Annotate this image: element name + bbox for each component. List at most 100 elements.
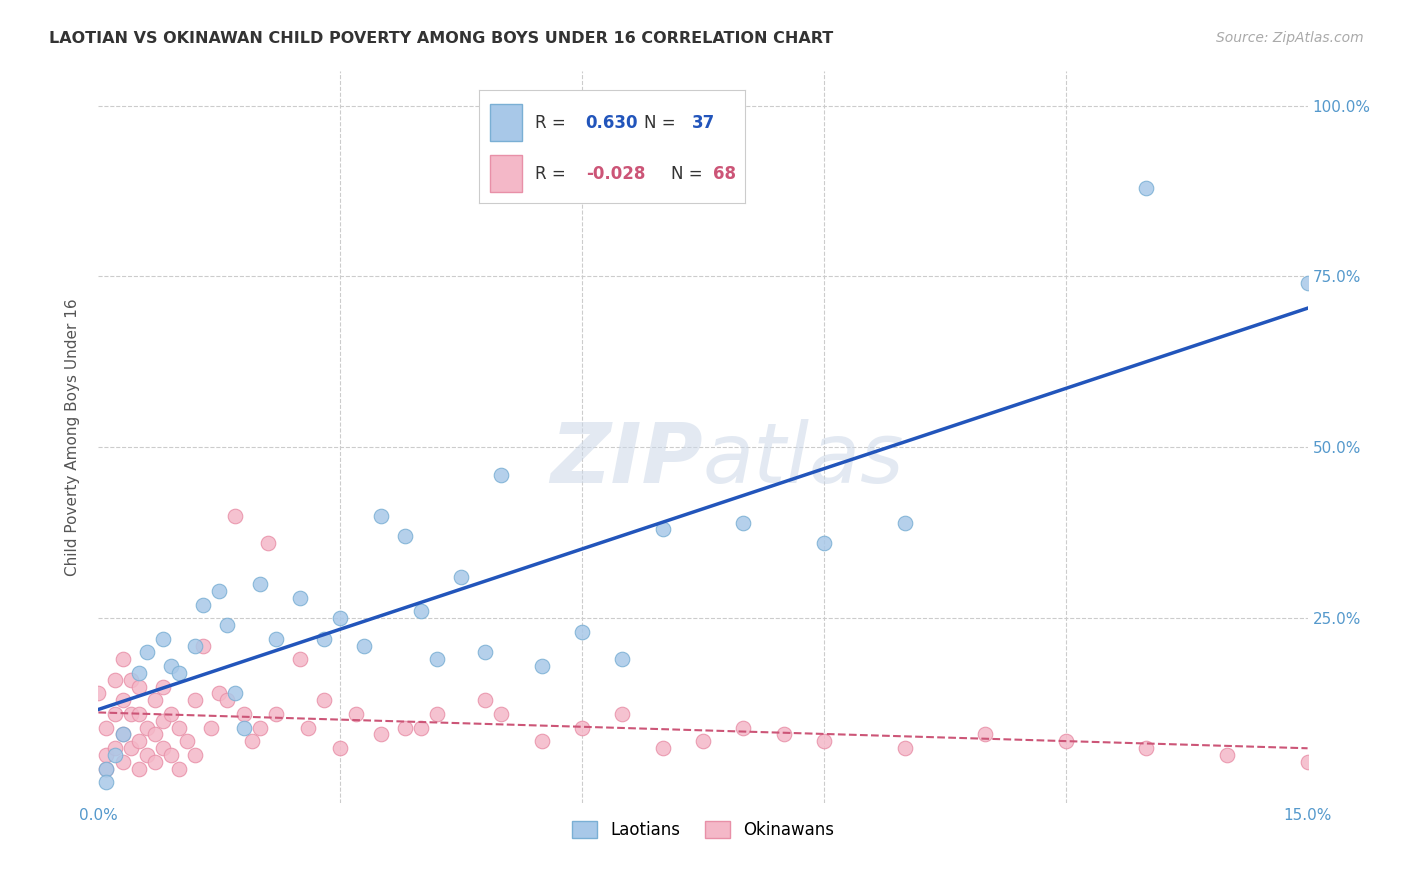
Point bbox=[1054, 734, 1077, 748]
Point bbox=[184, 693, 207, 707]
Point bbox=[176, 734, 198, 748]
Point bbox=[474, 693, 496, 707]
Point bbox=[217, 618, 239, 632]
Point bbox=[143, 727, 166, 741]
Point bbox=[208, 686, 231, 700]
Point bbox=[450, 570, 472, 584]
Point bbox=[394, 721, 416, 735]
Point bbox=[167, 721, 190, 735]
Point bbox=[571, 721, 593, 735]
Point bbox=[314, 632, 336, 646]
Point bbox=[1296, 755, 1319, 769]
Point bbox=[1296, 277, 1319, 291]
Point bbox=[96, 775, 118, 789]
Point bbox=[128, 665, 150, 680]
Point bbox=[612, 706, 634, 721]
Point bbox=[264, 632, 287, 646]
Point bbox=[160, 659, 183, 673]
Point bbox=[264, 706, 287, 721]
Point bbox=[152, 632, 174, 646]
Point bbox=[152, 714, 174, 728]
Point bbox=[692, 734, 714, 748]
Point bbox=[135, 645, 157, 659]
Point bbox=[167, 762, 190, 776]
Point bbox=[651, 522, 673, 536]
Point bbox=[813, 734, 835, 748]
Point bbox=[474, 645, 496, 659]
Point bbox=[571, 624, 593, 639]
Point bbox=[96, 762, 118, 776]
Point bbox=[409, 721, 432, 735]
Point bbox=[240, 734, 263, 748]
Point bbox=[530, 734, 553, 748]
Point bbox=[111, 727, 134, 741]
Point bbox=[96, 721, 118, 735]
Point bbox=[974, 727, 997, 741]
Y-axis label: Child Poverty Among Boys Under 16: Child Poverty Among Boys Under 16 bbox=[65, 298, 80, 576]
Text: ZIP: ZIP bbox=[550, 418, 703, 500]
Point bbox=[491, 706, 513, 721]
Point bbox=[96, 747, 118, 762]
Point bbox=[733, 516, 755, 530]
Point bbox=[193, 598, 215, 612]
Point bbox=[167, 665, 190, 680]
Point bbox=[184, 639, 207, 653]
Point bbox=[111, 727, 134, 741]
Point bbox=[1135, 180, 1157, 194]
Point bbox=[297, 721, 319, 735]
Point bbox=[103, 747, 125, 762]
Point bbox=[329, 741, 352, 756]
Point bbox=[111, 693, 134, 707]
Point bbox=[232, 706, 254, 721]
Point bbox=[135, 721, 157, 735]
Point bbox=[184, 747, 207, 762]
Point bbox=[288, 652, 311, 666]
Point bbox=[288, 591, 311, 605]
Point bbox=[651, 741, 673, 756]
Point bbox=[344, 706, 367, 721]
Point bbox=[120, 741, 142, 756]
Point bbox=[160, 747, 183, 762]
Point bbox=[893, 741, 915, 756]
Point bbox=[111, 755, 134, 769]
Point bbox=[160, 706, 183, 721]
Point bbox=[143, 755, 166, 769]
Point bbox=[200, 721, 222, 735]
Point bbox=[143, 693, 166, 707]
Text: atlas: atlas bbox=[703, 418, 904, 500]
Point bbox=[120, 673, 142, 687]
Point bbox=[772, 727, 794, 741]
Point bbox=[135, 747, 157, 762]
Point bbox=[128, 680, 150, 694]
Point bbox=[128, 734, 150, 748]
Point bbox=[1135, 741, 1157, 756]
Point bbox=[530, 659, 553, 673]
Legend: Laotians, Okinawans: Laotians, Okinawans bbox=[565, 814, 841, 846]
Point bbox=[1216, 747, 1239, 762]
Point bbox=[249, 721, 271, 735]
Point bbox=[128, 762, 150, 776]
Point bbox=[111, 652, 134, 666]
Point bbox=[103, 673, 125, 687]
Point bbox=[103, 706, 125, 721]
Point bbox=[217, 693, 239, 707]
Point bbox=[426, 652, 449, 666]
Point bbox=[152, 680, 174, 694]
Point bbox=[370, 508, 392, 523]
Point bbox=[612, 652, 634, 666]
Point bbox=[256, 536, 278, 550]
Point bbox=[249, 577, 271, 591]
Point bbox=[491, 467, 513, 482]
Point bbox=[893, 516, 915, 530]
Point bbox=[96, 762, 118, 776]
Point bbox=[193, 639, 215, 653]
Point bbox=[394, 529, 416, 543]
Point bbox=[733, 721, 755, 735]
Point bbox=[813, 536, 835, 550]
Text: Source: ZipAtlas.com: Source: ZipAtlas.com bbox=[1216, 31, 1364, 45]
Point bbox=[103, 741, 125, 756]
Text: LAOTIAN VS OKINAWAN CHILD POVERTY AMONG BOYS UNDER 16 CORRELATION CHART: LAOTIAN VS OKINAWAN CHILD POVERTY AMONG … bbox=[49, 31, 834, 46]
Point bbox=[120, 706, 142, 721]
Point bbox=[224, 508, 246, 523]
Point bbox=[224, 686, 246, 700]
